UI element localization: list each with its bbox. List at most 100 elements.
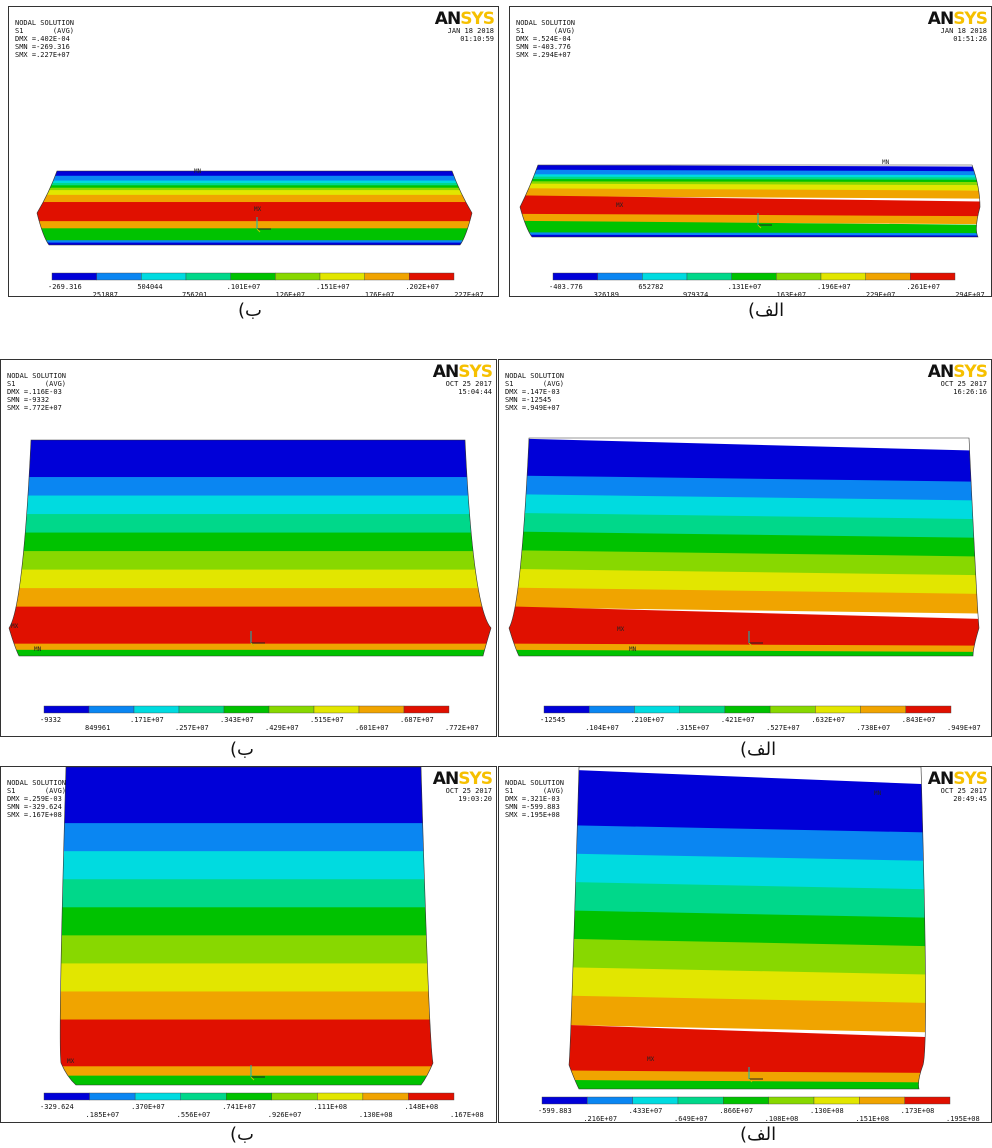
legend-label-top: .687E+07 (400, 716, 434, 724)
axis-z (748, 642, 753, 647)
legend-label-top: .210E+07 (630, 716, 664, 724)
ansys-logo: ANSYS (927, 362, 988, 382)
legend-swatch (403, 705, 450, 714)
legend-label-top: .421E+07 (721, 716, 755, 724)
legend-label-top: .131E+07 (728, 283, 762, 291)
stress-band (37, 228, 472, 242)
legend-label-top: .261E+07 (906, 283, 940, 291)
stress-band (520, 188, 980, 199)
stress-band (9, 569, 491, 590)
legend-label-top: .130E+08 (810, 1107, 844, 1115)
ansys-plot-row3-left: MX -329.624 .370E+07 .741E+07 .111E+08 .148E+… (0, 766, 497, 1123)
header-line: DMX =.116E-03 (7, 388, 62, 396)
stress-band (37, 171, 472, 177)
legend-label-top: -269.316 (48, 283, 82, 291)
plot-header: NODAL SOLUTION S1 (AVG) DMX =.524E-04 SMN =… (516, 13, 575, 59)
ansys-logo: ANSYS (432, 769, 493, 789)
legend-swatch (597, 272, 643, 281)
legend-label-top: .343E+07 (220, 716, 254, 724)
legend-swatch (226, 1092, 272, 1101)
stress-band (9, 551, 491, 571)
legend-label-bottom: .151E+08 (855, 1115, 889, 1123)
legend-label-top: -12545 (540, 716, 565, 724)
stress-band (37, 187, 472, 192)
stress-band (569, 937, 926, 977)
ansys-plot-row1-left: MN MX -269.316 504044 .101E+07 .151E+07 .202E+… (8, 6, 499, 297)
header-line: SMX =.949E+07 (505, 404, 560, 412)
plot-header: NODAL SOLUTION S1 (AVG) DMX =.402E-04 SMN =… (15, 13, 74, 59)
stress-band (9, 532, 491, 553)
max-tag: MX (616, 202, 624, 209)
max-tag: MX (647, 1056, 655, 1063)
model-outline (36, 170, 473, 246)
stress-band (37, 190, 472, 196)
legend-label-bottom: .315E+07 (676, 724, 710, 732)
stress-band (569, 880, 926, 921)
plot-header: NODAL SOLUTION S1 (AVG) DMX =.321E-03 SMN =… (505, 773, 564, 819)
max-tag: MX (617, 626, 625, 633)
legend-label-bottom: .294E+07 (951, 291, 985, 297)
caption-row2-left: ب) (230, 739, 254, 760)
legend-label-top: .171E+07 (130, 716, 164, 724)
legend-label-bottom: .216E+07 (583, 1115, 617, 1123)
legend-swatch (268, 705, 315, 714)
legend-swatch (141, 272, 187, 281)
axis-z (250, 1076, 255, 1081)
caption-row3-right: الف) (740, 1124, 777, 1145)
legend-label-top: -599.883 (538, 1107, 572, 1115)
legend-swatch (364, 272, 410, 281)
header-line: SMX =.227E+07 (15, 51, 70, 59)
legend-swatch (275, 272, 321, 281)
legend-label-top: .151E+07 (316, 283, 350, 291)
header-line: SMN =-599.883 (505, 803, 560, 811)
legend-swatch (96, 272, 142, 281)
model-outline (519, 164, 981, 238)
legend-swatch (541, 1096, 588, 1105)
model-outline (568, 767, 926, 1090)
header-line: SMX =.772E+07 (7, 404, 62, 412)
max-tag: MX (254, 206, 262, 213)
stress-band (509, 438, 979, 490)
plot-date: JAN 18 2018 01:51:26 (940, 27, 987, 43)
legend-label-bottom: .126E+07 (271, 291, 305, 297)
header-line: S1 (AVG) (505, 787, 565, 795)
legend-swatch (271, 1092, 318, 1101)
min-tag: MN (629, 646, 637, 653)
legend-swatch (820, 272, 866, 281)
legend-swatch (723, 1096, 769, 1105)
legend-label-top: -403.776 (549, 283, 583, 291)
stress-band (37, 175, 472, 182)
legend-swatch (134, 1092, 181, 1101)
stress-band (9, 606, 491, 645)
stress-band (37, 202, 472, 223)
legend-swatch (634, 705, 680, 714)
legend-label-top: -9332 (40, 716, 61, 724)
legend-label-bottom: .108E+08 (765, 1115, 799, 1123)
legend-label-top: .866E+07 (719, 1107, 753, 1115)
min-tag: MN (194, 168, 202, 175)
stress-band (9, 649, 491, 656)
stress-band (60, 767, 433, 825)
header-line: DMX =.402E-04 (15, 35, 70, 43)
stress-band (37, 242, 472, 245)
legend-label-top: .632E+07 (811, 716, 845, 724)
legend-swatch (543, 705, 590, 714)
caption-row3-left: ب) (230, 1124, 254, 1145)
legend-label-top: .515E+07 (310, 716, 344, 724)
stress-band (37, 180, 472, 184)
ansys-logo: ANSYS (927, 9, 988, 29)
legend-swatch (904, 1096, 951, 1105)
legend-label-bottom: .227E+07 (450, 291, 484, 297)
stress-band (9, 477, 491, 497)
legend-label-bottom: 251887 (93, 291, 118, 297)
legend-swatch (813, 1096, 860, 1105)
contour-plot: MX -329.624 .370E+07 .741E+07 .111E+08 .148E+… (40, 767, 484, 1119)
stress-band (509, 494, 979, 521)
contour-plot: MN MX -599.883 .433E+07 .866E+07 .130E+08 .173… (538, 767, 980, 1123)
ansys-plot-row3-right: MN MX -599.883 .433E+07 .866E+07 .130E+08 .173… (498, 766, 992, 1123)
legend-swatch (89, 1092, 136, 1101)
legend-label-top: .101E+07 (227, 283, 261, 291)
header-line: DMX =.321E-03 (505, 795, 560, 803)
legend-swatch (319, 272, 365, 281)
stress-band (60, 991, 433, 1021)
